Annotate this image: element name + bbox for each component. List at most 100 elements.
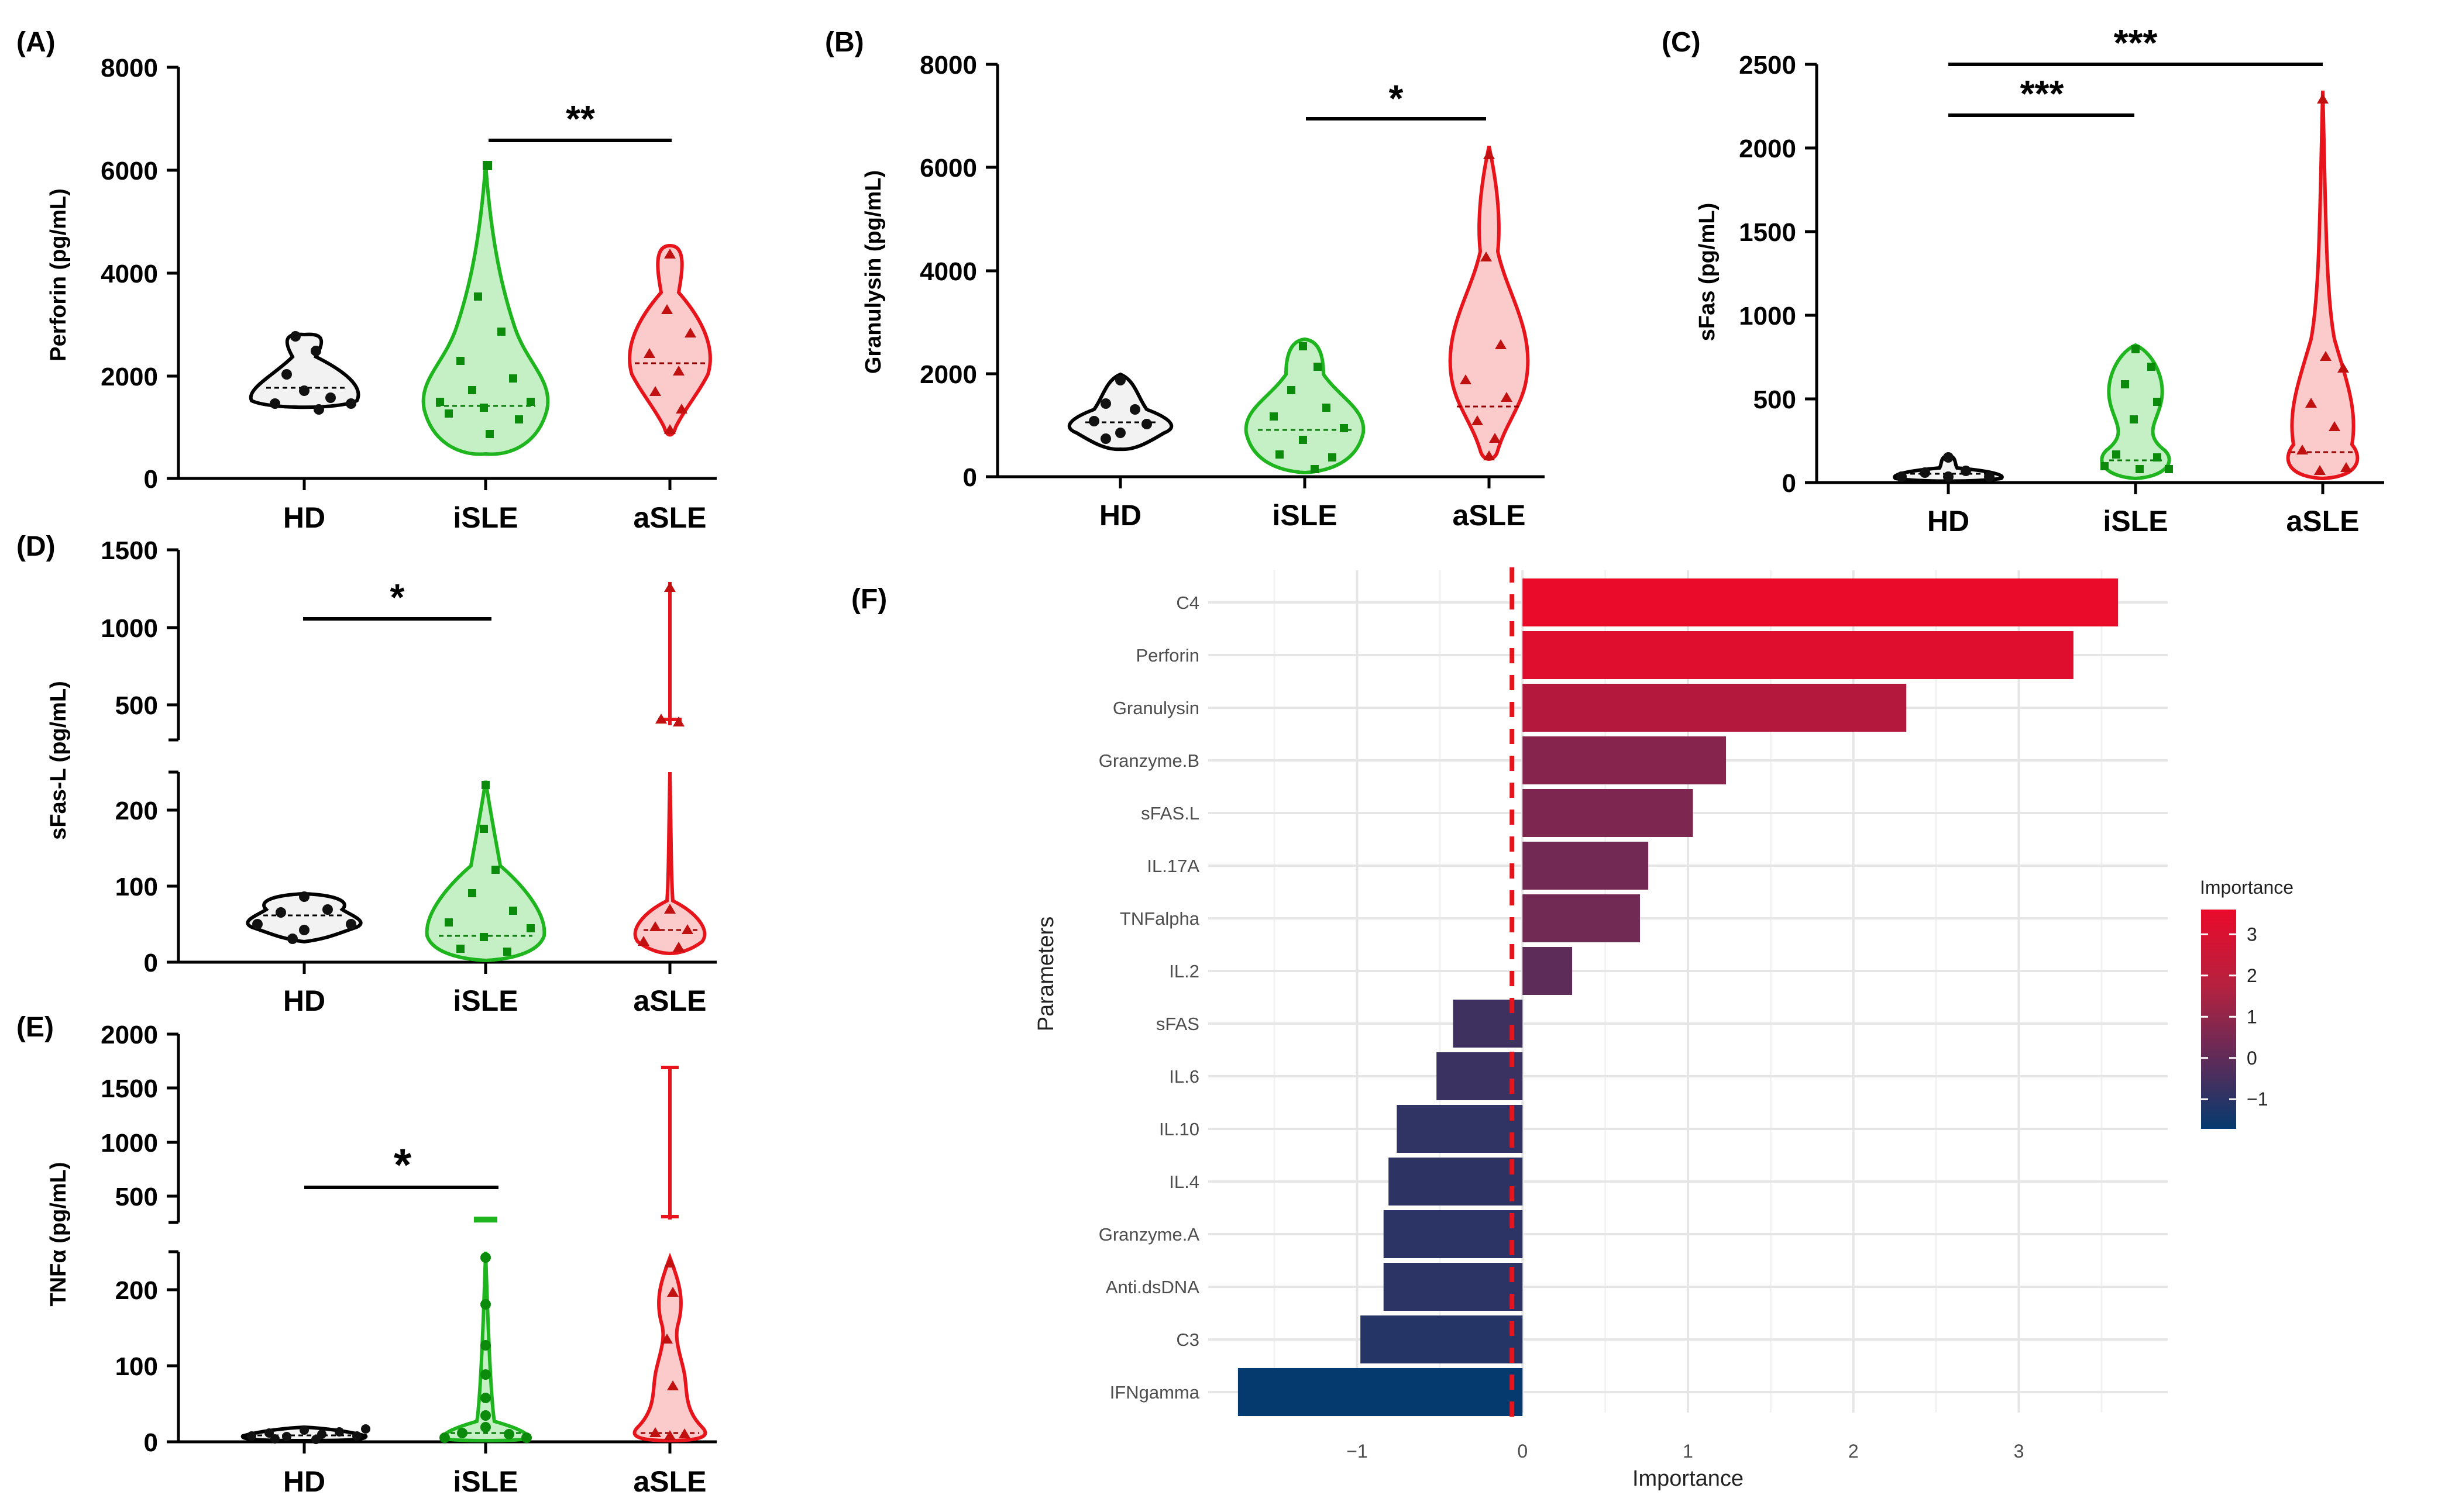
category-label: TNFalpha — [1120, 908, 1200, 929]
panel-a-ytick: 8000 — [101, 54, 158, 82]
category-label: IL.17A — [1147, 856, 1199, 876]
violin-b-isle — [1244, 337, 1366, 475]
xtick-label: 0 — [1517, 1441, 1528, 1462]
violin-d-asle-upper — [658, 582, 682, 725]
xtick-label: −1 — [1346, 1441, 1367, 1462]
bar-c4 — [1522, 578, 2119, 626]
panel-b-ytick: 6000 — [920, 154, 977, 182]
panel-f: (F) C4 Perforin Granulysin Granzyme.B sFAS.L… — [851, 567, 2293, 1491]
panel-e-ytick: 0 — [144, 1428, 158, 1457]
panel-a-ytick: 0 — [144, 465, 158, 494]
panel-b-ytick: 0 — [963, 463, 977, 492]
category-label: Perforin — [1136, 645, 1199, 666]
category-label: IL.2 — [1169, 961, 1199, 981]
panel-a-sig-isle-asle: ** — [566, 98, 595, 140]
panel-d-ytick: 0 — [144, 949, 158, 977]
category-label: Anti.dsDNA — [1106, 1277, 1200, 1297]
panel-b-category-isle: iSLE — [1272, 499, 1337, 532]
panel-c-category-hd: HD — [1927, 505, 1969, 538]
legend-tick-label: 3 — [2247, 924, 2257, 945]
bar-granzyme-b — [1522, 736, 1727, 784]
violin-e-asle-upper — [661, 1066, 679, 1220]
panel-a-category-hd: HD — [283, 501, 325, 534]
bar-il-10 — [1397, 1105, 1523, 1153]
category-label: Granzyme.B — [1099, 750, 1199, 771]
panel-f-y-title: Parameters — [1034, 917, 1058, 1031]
panel-e-category-hd: HD — [283, 1465, 325, 1498]
panel-c-ytick: 0 — [1782, 469, 1796, 498]
violin-e-asle — [632, 1252, 707, 1443]
panel-e-ytick: 100 — [115, 1352, 158, 1381]
bar-tnfalpha — [1522, 894, 1640, 942]
panel-a-ytick: 2000 — [101, 363, 158, 391]
panel-f-bars — [1237, 578, 2119, 1416]
panel-e-ytick: 1000 — [101, 1129, 158, 1158]
panel-e: (E) TNFα (pg/mL) 2000 1500 1000 500 200 … — [16, 1012, 717, 1498]
bar-il-2 — [1522, 947, 1573, 995]
panel-f-label: (F) — [851, 584, 887, 615]
panel-a-y-title: Perforin (pg/mL) — [46, 188, 71, 361]
panel-b-ytick: 2000 — [920, 360, 977, 389]
panel-b-y-title: Granulysin (pg/mL) — [861, 170, 886, 374]
legend-title: Importance — [2200, 877, 2293, 898]
bar-il-6 — [1436, 1052, 1523, 1100]
panel-b-label: (B) — [825, 27, 864, 58]
panel-d-ytick: 1500 — [101, 536, 158, 565]
bar-ifngamma — [1237, 1368, 1523, 1416]
category-label: C3 — [1176, 1330, 1199, 1350]
panel-d-sig-hd-isle: * — [390, 576, 405, 618]
panel-a-category-asle: aSLE — [633, 501, 706, 534]
panel-f-x-title: Importance — [1632, 1466, 1744, 1491]
panel-e-category-isle: iSLE — [453, 1465, 518, 1498]
panel-f-xticks: −1 0 1 2 3 — [1346, 1441, 2024, 1462]
violin-d-isle — [425, 780, 546, 963]
panel-c-ytick: 2000 — [1739, 135, 1796, 163]
panel-c-ytick: 1500 — [1739, 218, 1796, 247]
panel-c-ytick: 2500 — [1739, 51, 1796, 80]
legend-tick-label: 2 — [2247, 965, 2257, 986]
category-label: Granzyme.A — [1099, 1224, 1200, 1245]
panel-d-category-isle: iSLE — [453, 984, 518, 1017]
panel-a: (A) Perforin (pg/mL) 0 2000 4000 6000 80… — [16, 27, 717, 534]
bar-anti-dsdna — [1383, 1263, 1523, 1311]
panel-a-ytick: 4000 — [101, 260, 158, 288]
xtick-label: 2 — [1848, 1441, 1859, 1462]
violin-b-asle — [1448, 146, 1530, 461]
bar-c3 — [1360, 1315, 1523, 1363]
panel-c-sig-hd-isle: *** — [2020, 73, 2064, 115]
violin-d-asle — [633, 772, 707, 956]
panel-c-label: (C) — [1662, 27, 1701, 58]
category-label: IL.10 — [1159, 1119, 1199, 1139]
panel-d-category-hd: HD — [283, 984, 325, 1017]
category-label: IL.4 — [1169, 1172, 1199, 1192]
panel-e-ytick: 200 — [115, 1276, 158, 1305]
panel-b-ytick: 4000 — [920, 257, 977, 286]
panel-e-ytick: 500 — [115, 1183, 158, 1211]
panel-a-category-isle: iSLE — [453, 501, 518, 534]
panel-c-category-asle: aSLE — [2286, 505, 2359, 538]
panel-c-ytick: 1000 — [1739, 302, 1796, 330]
panel-d-category-asle: aSLE — [633, 984, 706, 1017]
panel-c-y-title: sFas (pg/mL) — [1695, 203, 1720, 341]
violin-d-hd — [246, 891, 363, 944]
panel-e-y-title: TNFα (pg/mL) — [46, 1162, 71, 1306]
bar-il-17a — [1522, 842, 1649, 890]
bar-granzyme-a — [1383, 1210, 1523, 1258]
violin-a-asle — [628, 243, 712, 437]
panel-c-category-isle: iSLE — [2103, 505, 2168, 538]
panel-d-ytick: 200 — [115, 797, 158, 825]
bar-sfas-l — [1522, 789, 1693, 837]
panel-d-ytick: 1000 — [101, 614, 158, 643]
panel-b-category-hd: HD — [1099, 499, 1141, 532]
panel-e-ytick: 1500 — [101, 1074, 158, 1103]
panel-e-category-asle: aSLE — [633, 1465, 706, 1498]
panel-b: (B) Granulysin (pg/mL) 0 2000 4000 6000 … — [825, 27, 1545, 532]
panel-c-sig-hd-asle: *** — [2114, 22, 2158, 64]
bar-il-4 — [1388, 1158, 1523, 1206]
xtick-label: 3 — [2014, 1441, 2024, 1462]
panel-b-sig-isle-asle: * — [1389, 77, 1404, 119]
category-label: IFNgamma — [1110, 1382, 1200, 1403]
category-label: C4 — [1176, 593, 1199, 613]
panel-d: (D) sFas-L (pg/mL) 1500 1000 500 200 100… — [16, 531, 717, 1017]
